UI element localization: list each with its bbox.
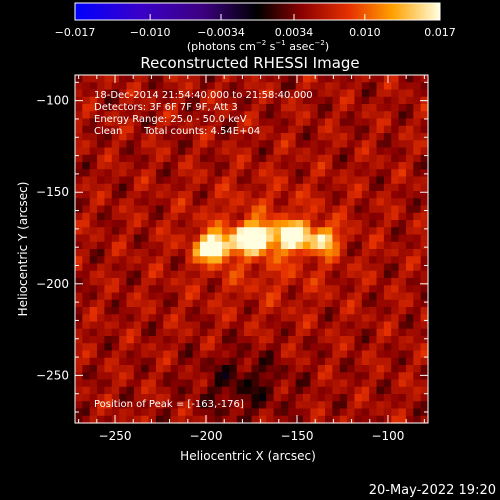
detectors-text: Detectors: 3F 6F 7F 9F, Att 3 <box>94 102 238 113</box>
y-axis-label: Heliocentric Y (arcsec) <box>16 182 30 317</box>
colorbar <box>74 2 441 21</box>
x-tick-label: −150 <box>281 429 314 443</box>
colorbar-tick-label: −0.010 <box>130 26 171 39</box>
colorbar-unit-label: (photons cm−2 s−1 asec−2) <box>187 39 329 53</box>
x-axis-label: Heliocentric X (arcsec) <box>180 449 316 463</box>
y-tick-label: −150 <box>36 185 69 199</box>
heatmap-image <box>75 75 429 424</box>
colorbar-tick-label: 0.0034 <box>275 26 314 39</box>
energy-range-text: Energy Range: 25.0 - 50.0 keV <box>94 114 247 125</box>
algorithm-text: Clean <box>94 126 122 137</box>
y-tick-label: −100 <box>36 94 69 108</box>
plot-frame <box>74 74 429 424</box>
time-range-text: 18-Dec-2014 21:54:40.000 to 21:58:40.000 <box>94 90 313 101</box>
chart-title: Reconstructed RHESSI Image <box>140 54 359 72</box>
footer-timestamp: 20-May-2022 19:20 <box>369 483 496 498</box>
x-tick-label: −200 <box>190 429 223 443</box>
y-tick-label: −250 <box>36 368 69 382</box>
colorbar-tick-label: −0.0034 <box>197 26 245 39</box>
total-counts-text: Total counts: 4.54E+04 <box>143 126 260 137</box>
colorbar-tick-label: −0.017 <box>55 26 96 39</box>
axis-ticks: −250 −200 −150 −100 −100 −150 −200 −250 <box>36 75 428 443</box>
peak-position-text: Position of Peak = [-163,-176] <box>94 399 244 410</box>
colorbar-tick-label: 0.017 <box>424 26 456 39</box>
colorbar-ticks: −0.017 −0.010 −0.0034 0.0034 0.010 0.017 <box>55 14 456 39</box>
x-tick-label: −100 <box>371 429 404 443</box>
y-tick-label: −200 <box>36 277 69 291</box>
colorbar-tick-label: 0.010 <box>349 26 381 39</box>
x-tick-label: −250 <box>99 429 132 443</box>
